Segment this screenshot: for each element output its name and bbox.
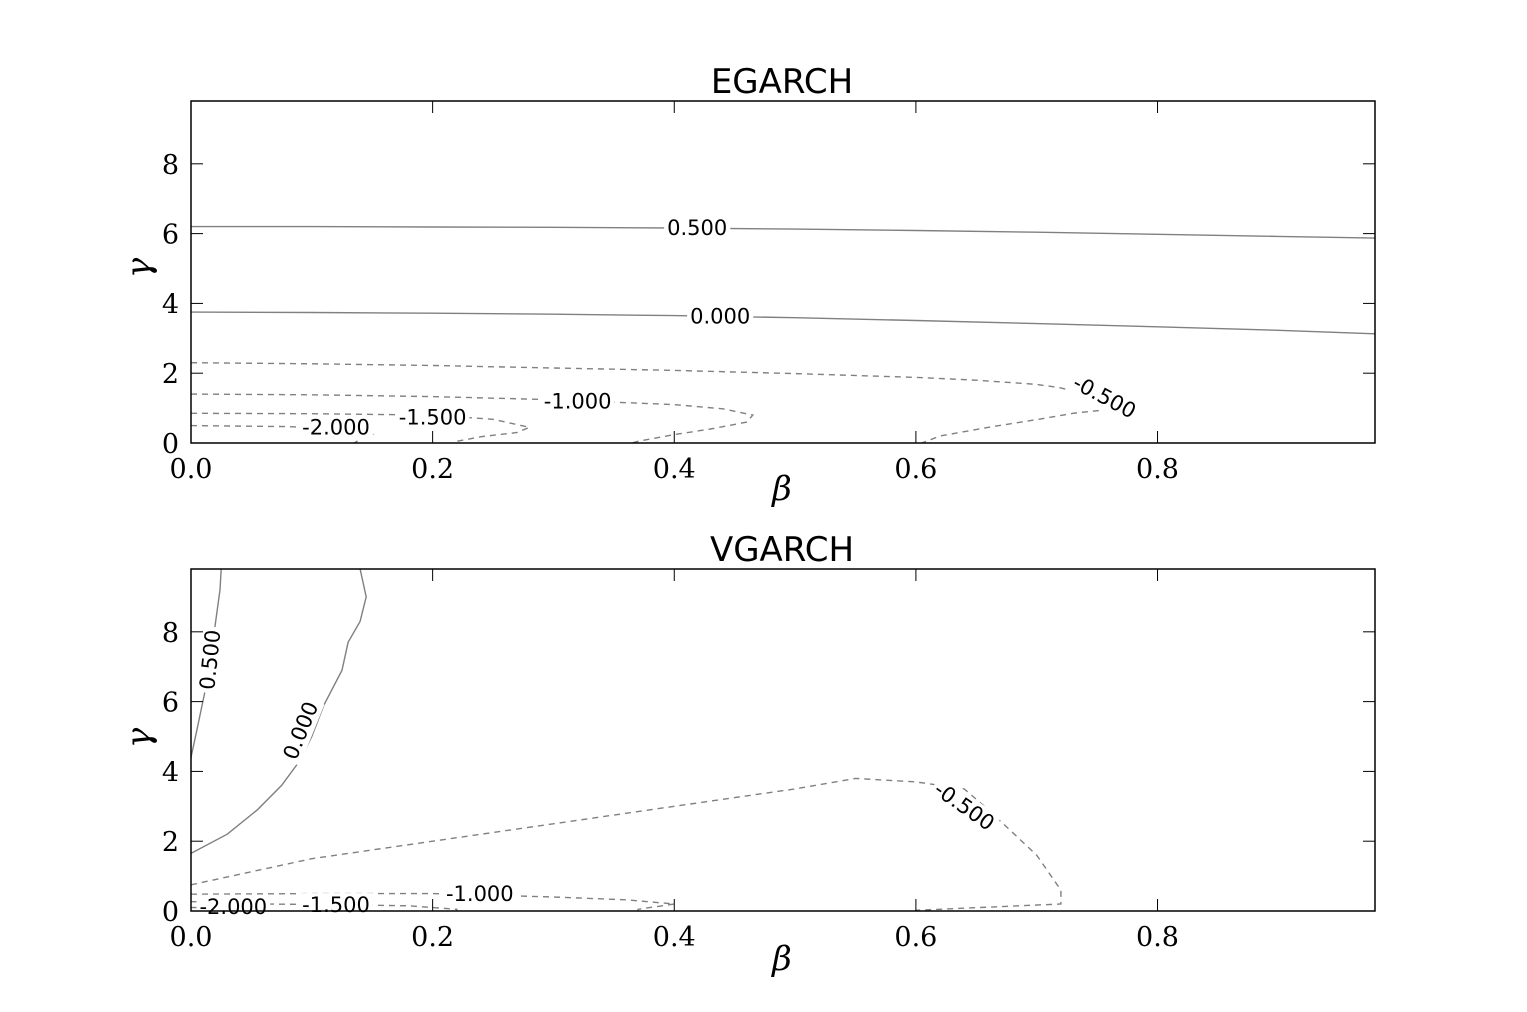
chart-title: VGARCH xyxy=(710,530,854,570)
y-tick-label: 4 xyxy=(162,757,179,788)
contour-line xyxy=(190,362,1125,444)
contour-label-group: -0.500 xyxy=(927,775,1002,838)
contour-label: -1.000 xyxy=(544,390,612,414)
x-ticks: 0.0 0.2 0.4 0.6 0.8 xyxy=(170,569,1179,953)
y-tick-label: 2 xyxy=(162,827,179,858)
contour-lines xyxy=(190,225,1376,444)
x-tick-label: 0.0 xyxy=(170,454,213,485)
contour-label-group: -2.000 xyxy=(196,894,271,919)
y-axis-label: γ xyxy=(119,727,159,748)
x-axis-label: β xyxy=(770,939,792,979)
y-tick-label: 2 xyxy=(162,359,179,390)
contour-labels: 0.500 0.000 -0.500 -1.000 -1.500 -2.000 xyxy=(194,625,1002,919)
x-tick-label: 0.4 xyxy=(653,454,696,485)
x-tick-label: 0.6 xyxy=(894,922,937,953)
contour-label-group: -0.500 xyxy=(1066,369,1143,425)
contour-line xyxy=(190,892,675,911)
contour-label-background xyxy=(442,882,517,907)
contour-label-group: -1.500 xyxy=(299,893,373,918)
chart-panel-egarch: EGARCH 0.500 0.000 -0.500 -1.000 -1.500 -2.00… xyxy=(119,62,1376,509)
contour-label: -0.500 xyxy=(930,777,999,835)
x-tick-label: 0.4 xyxy=(653,922,696,953)
plot-frame xyxy=(190,100,1376,444)
contour-line xyxy=(191,225,1376,239)
y-ticks: 0 2 4 6 8 xyxy=(162,150,1375,460)
x-axis-label: β xyxy=(770,469,792,509)
chart-panel-vgarch: VGARCH 0.500 0.000 -0.500 -1.000 -1.500 -2.00… xyxy=(119,530,1376,979)
contour-label-background xyxy=(277,695,325,766)
contour-label-group: 0.000 xyxy=(277,695,325,766)
contour-label-group: -1.500 xyxy=(395,405,470,430)
x-tick-label: 0.8 xyxy=(1136,454,1179,485)
contour-label-background xyxy=(395,405,470,430)
x-tick-label: 0.2 xyxy=(411,454,454,485)
x-tick-label: 0.0 xyxy=(170,922,213,953)
contour-label: 0.000 xyxy=(690,304,750,328)
contour-label: -1.500 xyxy=(302,893,370,917)
y-tick-label: 4 xyxy=(162,289,179,320)
contour-label-background xyxy=(540,389,615,414)
contour-lines xyxy=(190,568,1062,912)
contour-label-group: 0.000 xyxy=(687,304,754,329)
contour-label-background xyxy=(927,775,1002,838)
x-tick-label: 0.8 xyxy=(1136,922,1179,953)
contour-label-background xyxy=(664,216,731,240)
x-ticks: 0.0 0.2 0.4 0.6 0.8 xyxy=(170,101,1179,485)
contour-label-background xyxy=(1066,369,1143,425)
y-tick-label: 6 xyxy=(162,688,179,719)
contour-label-background xyxy=(687,304,754,329)
y-axis-label: γ xyxy=(119,257,159,278)
y-tick-label: 0 xyxy=(162,429,179,460)
chart-title: EGARCH xyxy=(711,62,853,102)
contour-label: -2.000 xyxy=(302,416,370,440)
contour-labels: 0.500 0.000 -0.500 -1.000 -1.500 -2.000 xyxy=(299,216,1143,440)
contour-label: 0.500 xyxy=(667,216,727,240)
contour-label: -2.000 xyxy=(199,895,267,919)
contour-label: -1.500 xyxy=(399,406,467,430)
contour-line xyxy=(190,393,755,444)
contour-label-background xyxy=(196,894,271,919)
contour-label-background xyxy=(194,625,226,694)
y-tick-label: 8 xyxy=(162,150,179,181)
y-ticks: 0 2 4 6 8 xyxy=(162,618,1375,928)
contour-line xyxy=(190,777,1062,911)
contour-label-group: 0.500 xyxy=(664,216,731,240)
contour-line xyxy=(190,568,367,855)
contour-label-group: -2.000 xyxy=(299,415,373,440)
contour-label-group: -1.000 xyxy=(442,882,517,907)
contour-label-background xyxy=(299,415,373,440)
contour-label-background xyxy=(299,893,373,918)
x-tick-label: 0.6 xyxy=(894,454,937,485)
contour-label: 0.500 xyxy=(195,629,225,691)
contour-label: 0.000 xyxy=(279,698,324,763)
contour-label-group: 0.500 xyxy=(194,625,226,694)
contour-label: -1.000 xyxy=(446,882,514,906)
y-tick-label: 6 xyxy=(162,220,179,251)
contour-line xyxy=(190,311,1376,335)
contour-label: -0.500 xyxy=(1069,370,1140,423)
contour-label-group: -1.000 xyxy=(540,389,615,414)
y-tick-label: 8 xyxy=(162,618,179,649)
x-tick-label: 0.2 xyxy=(411,922,454,953)
plot-frame xyxy=(190,568,1376,912)
y-tick-label: 0 xyxy=(162,897,179,928)
